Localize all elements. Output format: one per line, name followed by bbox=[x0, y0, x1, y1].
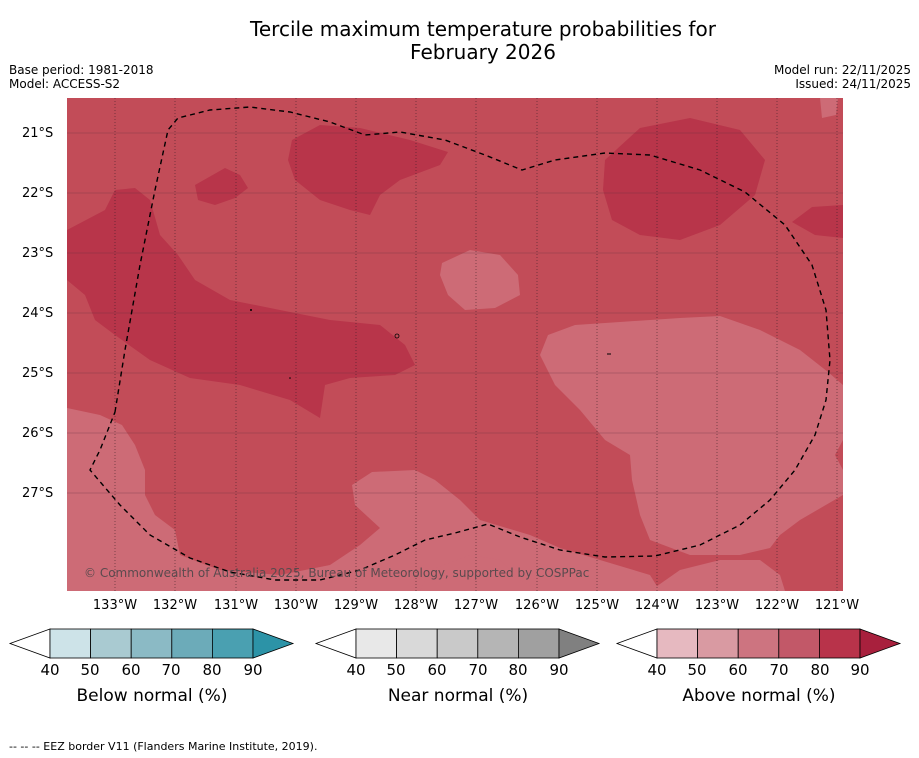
colorbar-tick: 70 bbox=[161, 661, 181, 679]
region-80-90-west bbox=[67, 188, 415, 418]
colorbar-tick: 40 bbox=[647, 661, 667, 679]
lon-label: 127°W bbox=[453, 598, 499, 613]
lon-label: 121°W bbox=[814, 598, 860, 613]
colorbar-title: Near normal (%) bbox=[387, 686, 529, 706]
colorbar-tick: 50 bbox=[80, 661, 100, 679]
region-60-70-center bbox=[440, 250, 520, 310]
colorbar-segment bbox=[171, 628, 213, 659]
colorbar-min-triangle bbox=[8, 628, 51, 659]
lon-label: 133°W bbox=[92, 598, 138, 613]
lat-label: 23°S bbox=[22, 246, 54, 261]
colorbars bbox=[8, 628, 902, 659]
lon-label: 125°W bbox=[574, 598, 620, 613]
colorbar-segment bbox=[518, 628, 560, 659]
region-60-70-south-east bbox=[650, 560, 785, 591]
chart-title: Tercile maximum temperature probabilitie… bbox=[0, 18, 919, 64]
meta-left: Base period: 1981-2018 Model: ACCESS-S2 bbox=[9, 63, 154, 91]
lat-label: 27°S bbox=[22, 486, 54, 501]
base-period: Base period: 1981-2018 bbox=[9, 63, 154, 77]
lat-label: 26°S bbox=[22, 426, 54, 441]
title-line-2: February 2026 bbox=[410, 40, 556, 64]
lon-label: 130°W bbox=[273, 598, 319, 613]
lon-label: 126°W bbox=[514, 598, 560, 613]
colorbar-tick: 50 bbox=[687, 661, 707, 679]
region-80-90-edge bbox=[792, 205, 843, 238]
colorbar-tick: 90 bbox=[549, 661, 569, 679]
colorbar-tick: 70 bbox=[769, 661, 789, 679]
colorbar-segment bbox=[49, 628, 91, 659]
colorbar-segment bbox=[396, 628, 438, 659]
island-marker-2 bbox=[394, 333, 400, 339]
colorbar-tick: 90 bbox=[850, 661, 870, 679]
colorbar-tick: 80 bbox=[508, 661, 528, 679]
lon-label: 132°W bbox=[152, 598, 198, 613]
colorbar-tick: 50 bbox=[386, 661, 406, 679]
colorbar-tick: 80 bbox=[810, 661, 830, 679]
lat-label: 21°S bbox=[22, 126, 54, 141]
region-80-90-north bbox=[288, 125, 448, 215]
colorbar-segment bbox=[737, 628, 780, 659]
colorbar-max-triangle bbox=[558, 628, 601, 659]
lon-label: 128°W bbox=[393, 598, 439, 613]
model-run: Model run: 22/11/2025 bbox=[773, 63, 911, 77]
colorbar-title: Below normal (%) bbox=[76, 686, 228, 706]
colorbar-segment bbox=[211, 628, 254, 659]
lon-label: 124°W bbox=[634, 598, 680, 613]
lon-label: 129°W bbox=[333, 598, 379, 613]
colorbar-tick: 40 bbox=[40, 661, 60, 679]
colorbar-tick: 40 bbox=[346, 661, 366, 679]
copyright-text: © Commonwealth of Australia 2025, Bureau… bbox=[84, 566, 590, 580]
lat-gridlines bbox=[67, 132, 843, 494]
colorbar-min-triangle bbox=[314, 628, 357, 659]
meta-right: Model run: 22/11/2025 Issued: 24/11/2025 bbox=[774, 63, 911, 91]
issued-date: Issued: 24/11/2025 bbox=[795, 77, 911, 91]
colorbar-tick: 60 bbox=[121, 661, 141, 679]
colorbar-max-triangle bbox=[859, 628, 902, 659]
colorbar-segment bbox=[656, 628, 698, 659]
footnote: -- -- -- EEZ border V11 (Flanders Marine… bbox=[9, 740, 318, 753]
region-80-90-east bbox=[603, 118, 765, 240]
colorbar-title: Above normal (%) bbox=[682, 686, 836, 706]
colorbar-segment bbox=[436, 628, 479, 659]
colorbar-segment bbox=[778, 628, 820, 659]
colorbar-tick: 60 bbox=[728, 661, 748, 679]
colorbar-tick: 70 bbox=[468, 661, 488, 679]
colorbar-segment bbox=[697, 628, 739, 659]
region-60-70-corner bbox=[820, 98, 838, 118]
island-marker-3 bbox=[289, 377, 291, 379]
colorbar-segment bbox=[130, 628, 173, 659]
colorbar-tick: 80 bbox=[202, 661, 222, 679]
colorbar-tick: 90 bbox=[243, 661, 263, 679]
colorbar-max-triangle bbox=[252, 628, 295, 659]
region-80-90-small bbox=[195, 168, 248, 205]
colorbar-segment bbox=[819, 628, 861, 659]
lon-label: 123°W bbox=[694, 598, 740, 613]
lat-label: 25°S bbox=[22, 366, 54, 381]
colorbar-tick: 60 bbox=[427, 661, 447, 679]
region-60-70-east bbox=[540, 316, 843, 555]
lat-label: 22°S bbox=[22, 186, 54, 201]
region-60-70-south bbox=[420, 555, 540, 591]
lat-label: 24°S bbox=[22, 306, 54, 321]
colorbar-min-triangle bbox=[615, 628, 658, 659]
lon-gridlines bbox=[114, 98, 838, 591]
region-60-70-southwest bbox=[67, 408, 660, 591]
lon-label: 122°W bbox=[754, 598, 800, 613]
colorbar-segment bbox=[477, 628, 519, 659]
lon-label: 131°W bbox=[213, 598, 259, 613]
model-name: Model: ACCESS-S2 bbox=[9, 77, 121, 91]
colorbar-segment bbox=[90, 628, 132, 659]
island-marker-1 bbox=[250, 309, 252, 311]
title-line-1: Tercile maximum temperature probabilitie… bbox=[250, 17, 716, 41]
colorbar-segment bbox=[355, 628, 397, 659]
eez-border bbox=[89, 106, 831, 581]
